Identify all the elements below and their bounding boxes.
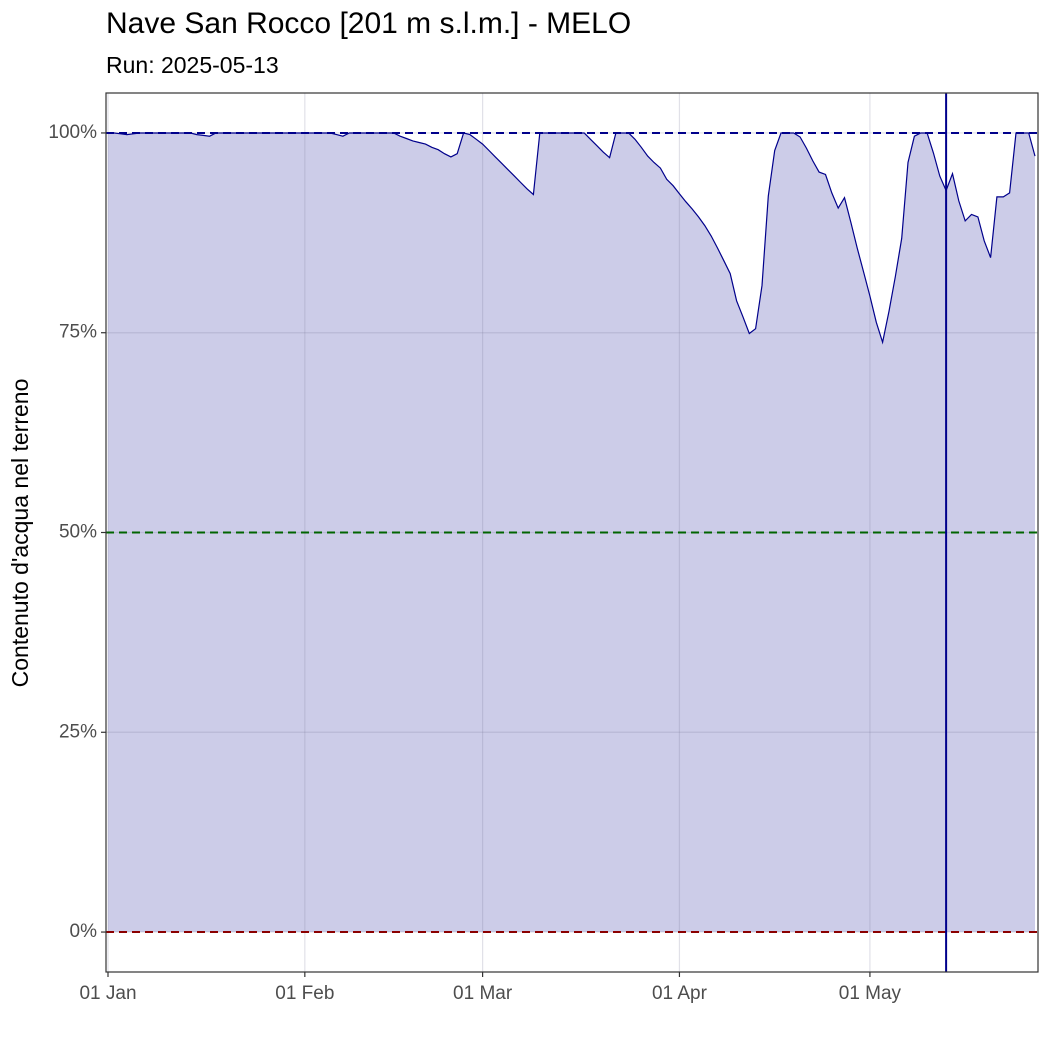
chart-title: Nave San Rocco [201 m s.l.m.] - MELO — [106, 7, 631, 40]
x-tick-label: 01 Feb — [275, 983, 334, 1004]
area — [108, 133, 1035, 933]
chart-subtitle: Run: 2025-05-13 — [106, 52, 279, 78]
x-tick-label: 01 Jan — [79, 983, 136, 1004]
y-tick-label: 75% — [59, 322, 97, 343]
x-tick-label: 01 May — [839, 983, 902, 1004]
y-tick-label: 100% — [48, 122, 97, 143]
y-tick-label: 0% — [70, 921, 98, 942]
x-tick-label: 01 Mar — [453, 983, 513, 1004]
y-axis-label: Contenuto d'acqua nel terreno — [7, 379, 33, 688]
x-tick-label: 01 Apr — [652, 983, 708, 1004]
y-tick-label: 50% — [59, 522, 97, 543]
y-tick-label: 25% — [59, 721, 97, 742]
